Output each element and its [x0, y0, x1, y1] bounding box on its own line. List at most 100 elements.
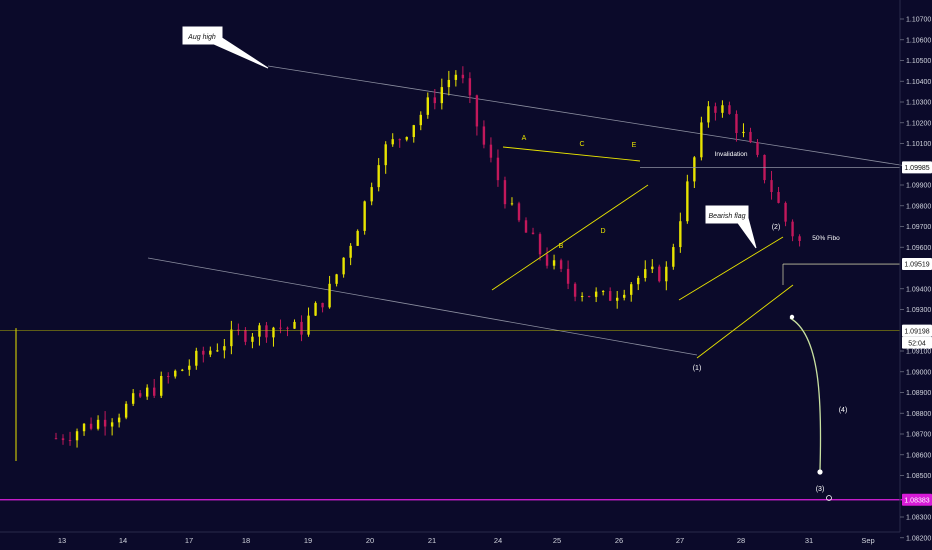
triangle-point-c: C [579, 141, 584, 148]
candle-body [573, 283, 577, 297]
y-axis: 1.10700 1.10600 1.10500 1.10400 1.10300 1.102… [899, 0, 931, 542]
candle-body [777, 192, 780, 203]
candle-body [328, 283, 331, 308]
candle-body [630, 284, 633, 295]
candle-body [110, 422, 114, 427]
candle-body [637, 277, 640, 285]
candle-body [349, 245, 352, 258]
upper-trendline [267, 65, 932, 171]
candle-body [68, 440, 72, 442]
candle-body [230, 329, 233, 347]
candle-body [370, 187, 373, 202]
x-tick-label: 27 [676, 536, 684, 545]
candle-body [426, 97, 429, 115]
candle-body [749, 131, 752, 143]
candle-body [209, 350, 212, 355]
triangle-point-d: D [600, 228, 605, 235]
x-tick-label: 19 [304, 536, 312, 545]
projection-path [789, 317, 822, 471]
candle-body [644, 269, 647, 278]
candle-body [679, 221, 682, 248]
y-tick-label: 1.10700 [906, 17, 931, 24]
y-tick-label: 1.08900 [906, 390, 931, 397]
candle-body [594, 291, 598, 297]
candle-body [552, 260, 556, 266]
candle-body [672, 247, 675, 267]
x-tick-label: 13 [58, 536, 66, 545]
x-tick-label: 21 [428, 536, 436, 545]
candle-body [160, 375, 163, 396]
candle-body [510, 203, 514, 205]
wave-1-label: (1) [693, 365, 702, 372]
candle-body [707, 106, 710, 123]
triangle-lower-line [491, 184, 649, 291]
y-tick-label: 1.08600 [906, 452, 931, 459]
y-tick-label: 1.09800 [906, 203, 931, 210]
candle-body [174, 370, 177, 377]
candle-body [728, 105, 731, 114]
candle-body [356, 230, 359, 246]
y-tick-label: 1.08200 [906, 535, 931, 542]
fibo-price-tag: 1.09519 [904, 262, 929, 269]
fibo-price-tag-bg [902, 258, 932, 271]
countdown-tag: 52:04 [908, 340, 926, 347]
candle-body [117, 417, 121, 423]
current-price-tag: 1.09198 [904, 328, 929, 335]
y-tick-label: 1.09900 [906, 183, 931, 190]
candle-body [153, 387, 156, 396]
x-tick-label: 20 [366, 536, 374, 545]
candle-body [54, 438, 58, 440]
candle-body [433, 97, 437, 104]
aug-high-callout [182, 26, 269, 69]
bearish-flag-callout [705, 205, 757, 249]
candle-body [251, 336, 254, 342]
candle-body [517, 203, 521, 221]
wave-3-label: (3) [816, 486, 825, 493]
y-tick-label: 1.09700 [906, 224, 931, 231]
candle-body [75, 431, 79, 441]
y-tick-label: 1.10200 [906, 120, 931, 127]
y-tick-label: 1.10300 [906, 100, 931, 107]
bearish-flag-label: Bearish flag [709, 213, 746, 220]
candle-body [784, 202, 787, 222]
candle-body [454, 74, 458, 80]
y-tick-label: 1.09600 [906, 245, 931, 252]
candle-body [580, 296, 584, 298]
candle-body [440, 87, 444, 104]
candle-body [293, 321, 296, 329]
candle-body [756, 142, 759, 155]
y-tick-label: 1.08800 [906, 411, 931, 418]
candle-body [524, 220, 528, 233]
x-tick-label: 26 [615, 536, 623, 545]
candle-body [496, 157, 500, 181]
candle-body [693, 157, 696, 182]
candle-body [391, 139, 394, 145]
candle-body [216, 350, 219, 352]
candle-body [686, 181, 689, 222]
x-tick-label: 31 [805, 536, 813, 545]
candle-body [321, 302, 324, 308]
invalidation-price-tag: 1.09985 [904, 165, 929, 172]
candle-body [61, 438, 65, 441]
trend-lines [147, 65, 932, 356]
candle-body [791, 221, 794, 237]
aug-high-label: Aug high [187, 34, 216, 41]
candle-body [377, 165, 380, 188]
candle-body [314, 302, 317, 316]
candle-body [244, 330, 247, 342]
candle-body [419, 114, 422, 126]
y-tick-label: 1.08700 [906, 432, 931, 439]
candle-body [721, 105, 724, 113]
fibo-label: 50% Fibo [812, 235, 840, 242]
candle-body [545, 254, 549, 266]
candle-body [223, 346, 226, 351]
candle-body [405, 137, 408, 140]
invalidation-price-tag-bg [902, 161, 932, 174]
candle-body [237, 329, 240, 331]
target-price-tag: 1.08383 [904, 497, 929, 504]
pattern-lines [491, 146, 794, 359]
y-tick-label: 1.09400 [906, 286, 931, 293]
wave-2-label: (2) [772, 224, 781, 231]
candle-body [742, 131, 745, 134]
